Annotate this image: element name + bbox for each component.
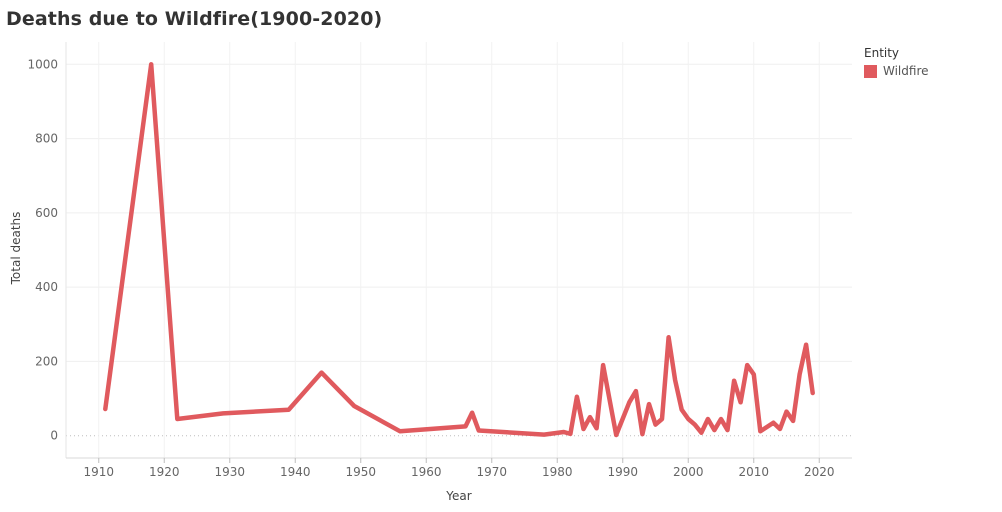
data-point[interactable] bbox=[811, 391, 815, 395]
legend-swatch bbox=[864, 64, 877, 78]
series-line-wildfire[interactable] bbox=[103, 62, 815, 438]
data-point[interactable] bbox=[647, 402, 651, 406]
legend-title: Entity bbox=[864, 46, 900, 60]
x-axis-label: Year bbox=[445, 489, 471, 503]
data-point[interactable] bbox=[542, 432, 546, 436]
legend-item-wildfire[interactable]: Wildfire bbox=[864, 64, 929, 78]
data-point[interactable] bbox=[738, 400, 742, 404]
data-point[interactable] bbox=[752, 372, 756, 376]
data-point[interactable] bbox=[634, 389, 638, 393]
y-tick-label: 1000 bbox=[27, 57, 58, 71]
data-point[interactable] bbox=[666, 335, 670, 339]
data-point[interactable] bbox=[673, 378, 677, 382]
data-point[interactable] bbox=[680, 408, 684, 412]
y-tick-label: 400 bbox=[35, 280, 58, 294]
data-point[interactable] bbox=[568, 432, 572, 436]
data-point[interactable] bbox=[660, 417, 664, 421]
data-point[interactable] bbox=[594, 426, 598, 430]
legend-label: Wildfire bbox=[883, 64, 929, 78]
x-tick-label: 1990 bbox=[607, 465, 638, 479]
x-tick-label: 2000 bbox=[673, 465, 704, 479]
data-point[interactable] bbox=[653, 422, 657, 426]
data-point[interactable] bbox=[758, 429, 762, 433]
x-tick-label: 1910 bbox=[83, 465, 114, 479]
data-point[interactable] bbox=[719, 417, 723, 421]
data-point[interactable] bbox=[319, 370, 323, 374]
data-point[interactable] bbox=[575, 395, 579, 399]
data-point[interactable] bbox=[470, 410, 474, 414]
data-point[interactable] bbox=[686, 417, 690, 421]
data-point[interactable] bbox=[706, 417, 710, 421]
data-point[interactable] bbox=[784, 409, 788, 413]
x-tick-label: 1930 bbox=[214, 465, 245, 479]
data-point[interactable] bbox=[601, 363, 605, 367]
data-point[interactable] bbox=[745, 363, 749, 367]
data-point[interactable] bbox=[175, 417, 179, 421]
data-point[interactable] bbox=[588, 415, 592, 419]
data-point[interactable] bbox=[463, 424, 467, 428]
data-point[interactable] bbox=[791, 419, 795, 423]
gridlines bbox=[66, 42, 852, 458]
data-point[interactable] bbox=[221, 411, 225, 415]
data-point[interactable] bbox=[398, 429, 402, 433]
legend: Entity Wildfire bbox=[864, 46, 929, 78]
data-point[interactable] bbox=[732, 379, 736, 383]
data-point[interactable] bbox=[797, 372, 801, 376]
x-tick-label: 1980 bbox=[542, 465, 573, 479]
data-point[interactable] bbox=[771, 421, 775, 425]
x-tick-label: 1940 bbox=[280, 465, 311, 479]
data-point[interactable] bbox=[725, 428, 729, 432]
data-point[interactable] bbox=[804, 343, 808, 347]
data-point[interactable] bbox=[581, 427, 585, 431]
data-point[interactable] bbox=[103, 407, 107, 411]
y-tick-label: 200 bbox=[35, 354, 58, 368]
data-point[interactable] bbox=[352, 404, 356, 408]
chart-title: Deaths due to Wildfire(1900-2020) bbox=[6, 8, 383, 30]
x-tick-label: 1960 bbox=[411, 465, 442, 479]
x-tick-label: 1970 bbox=[476, 465, 507, 479]
data-point[interactable] bbox=[699, 431, 703, 435]
data-point[interactable] bbox=[562, 430, 566, 434]
x-tick-label: 2010 bbox=[738, 465, 769, 479]
y-tick-label: 600 bbox=[35, 206, 58, 220]
data-point[interactable] bbox=[287, 408, 291, 412]
y-tick-label: 0 bbox=[50, 429, 58, 443]
series-layer bbox=[103, 62, 815, 438]
y-tick-label: 800 bbox=[35, 132, 58, 146]
x-tick-label: 1920 bbox=[149, 465, 180, 479]
data-point[interactable] bbox=[712, 428, 716, 432]
data-point[interactable] bbox=[640, 432, 644, 436]
data-point[interactable] bbox=[614, 433, 618, 437]
x-tick-label: 1950 bbox=[345, 465, 376, 479]
data-point[interactable] bbox=[778, 427, 782, 431]
data-point[interactable] bbox=[693, 422, 697, 426]
x-tick-label: 2020 bbox=[804, 465, 835, 479]
y-axis-label: Total deaths bbox=[9, 212, 23, 286]
axes: 0 200 400 600 800 1000 1910 1920 1930 1940 1950 196… bbox=[27, 42, 852, 479]
data-point[interactable] bbox=[149, 62, 153, 66]
data-point[interactable] bbox=[476, 428, 480, 432]
data-point[interactable] bbox=[627, 400, 631, 404]
